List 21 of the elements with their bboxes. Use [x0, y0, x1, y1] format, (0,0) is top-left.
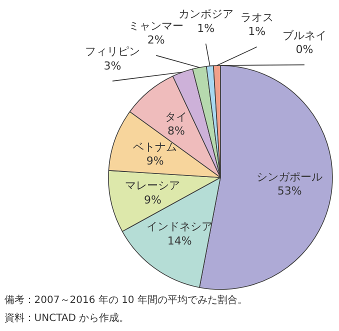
- data-label: 9%: [146, 154, 164, 168]
- slice-label: ラオス: [240, 10, 274, 24]
- data-label: 3%: [104, 59, 122, 72]
- slice-label: タイ: [165, 110, 188, 124]
- slice-label: ミャンマー: [128, 19, 184, 32]
- slice-label: カンボジア: [178, 8, 234, 21]
- slice-label: マレーシア: [125, 178, 180, 192]
- category-label: ブルネイ: [282, 28, 326, 42]
- data-label: 2%: [147, 34, 165, 47]
- text: 備考：2007～2016 年の 10 年間の平均でみた割合。: [4, 294, 248, 306]
- text: 資料：UNCTAD から作成。: [4, 312, 130, 324]
- slice-label: シンガポール: [256, 170, 323, 184]
- data-label: 1%: [248, 25, 266, 38]
- data-label: 1%: [197, 22, 215, 35]
- slice-label: ベトナム: [133, 140, 178, 154]
- data-label: 53%: [277, 184, 302, 198]
- data-label: 8%: [167, 124, 185, 138]
- data-label: 14%: [167, 234, 192, 248]
- slice-label: フィリピン: [84, 45, 140, 58]
- data-label: 9%: [144, 193, 162, 206]
- text: 0%: [296, 43, 314, 56]
